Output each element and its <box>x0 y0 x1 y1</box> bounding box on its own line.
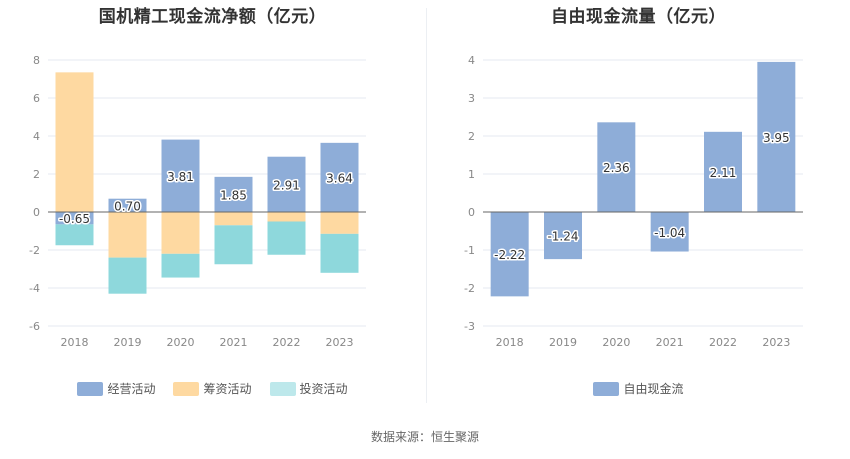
cash-flow-chart-plot: -6 -4 -2 0 2 4 6 8 2018 2019 2020 2021 2022 2023 -0.65… <box>29 54 366 349</box>
panel-divider <box>426 8 427 403</box>
x-tick-label: 2020 <box>167 336 195 349</box>
legend-swatch-financing <box>173 381 200 396</box>
data-label: 3.95 <box>763 131 790 145</box>
bar-operating <box>214 176 253 212</box>
legend-item-investing[interactable]: 投资活动 <box>269 380 348 397</box>
bar-financing <box>214 212 253 226</box>
bar-financing <box>108 212 147 258</box>
x-tick-label: 2018 <box>496 336 524 349</box>
y-tick-label: 0 <box>468 206 475 219</box>
free-cash-flow-legend: 自由现金流 <box>427 380 850 397</box>
x-tick-label: 2023 <box>762 336 790 349</box>
x-tick-label: 2023 <box>326 336 354 349</box>
y-tick-label: -2 <box>29 244 40 257</box>
data-label: 0.70 <box>114 199 141 213</box>
data-label: -1.24 <box>547 230 578 244</box>
data-label: -2.22 <box>494 248 525 262</box>
bar-financing <box>267 212 306 222</box>
x-tick-label: 2021 <box>656 336 684 349</box>
y-tick-label: -3 <box>464 320 475 333</box>
bar-investing <box>214 225 253 265</box>
data-label: 2.11 <box>710 166 737 180</box>
bar-financing <box>161 212 200 254</box>
x-tick-label: 2021 <box>220 336 248 349</box>
x-tick-label: 2018 <box>61 336 89 349</box>
data-label: 1.85 <box>220 188 247 202</box>
data-label: -1.04 <box>654 226 685 240</box>
cash-flow-chart-panel: 国机精工现金流净额（亿元） -6 -4 -2 0 2 4 6 8 2018 2019 2020 202… <box>0 0 425 410</box>
y-tick-label: 1 <box>468 168 475 181</box>
cash-flow-legend: 经营活动 筹资活动 投资活动 <box>0 380 425 397</box>
y-tick-label: 8 <box>33 54 40 67</box>
bar-operating <box>320 142 359 212</box>
x-tick-label: 2019 <box>549 336 577 349</box>
free-cash-flow-chart-plot: -3 -2 -1 0 1 2 3 4 2018 2019 2020 2021 2022 2023 -2.22… <box>464 54 803 349</box>
y-tick-label: 3 <box>468 92 475 105</box>
data-label: 3.64 <box>326 171 353 185</box>
y-tick-label: -2 <box>464 282 475 295</box>
data-label: -0.65 <box>59 212 90 226</box>
legend-item-free-cash-flow[interactable]: 自由现金流 <box>593 380 684 397</box>
legend-swatch-investing <box>269 381 296 396</box>
legend-label-free-cash-flow: 自由现金流 <box>623 382 684 396</box>
bar-operating <box>55 212 94 225</box>
legend-swatch-operating <box>77 381 104 396</box>
bar-operating <box>161 139 200 212</box>
data-label: 3.81 <box>167 170 194 184</box>
bar-investing <box>161 253 200 278</box>
bar-free_cash_flow <box>757 61 796 213</box>
bar-investing <box>320 233 359 273</box>
legend-label-financing: 筹资活动 <box>203 382 252 396</box>
bar-free_cash_flow <box>544 212 582 260</box>
legend-item-financing[interactable]: 筹资活动 <box>173 380 252 397</box>
bar-investing <box>267 221 306 255</box>
bar-investing <box>55 224 94 246</box>
bar-financing <box>55 72 94 212</box>
data-label: 2.36 <box>603 161 630 175</box>
x-tick-label: 2022 <box>709 336 737 349</box>
y-tick-label: 2 <box>468 130 475 143</box>
y-tick-label: 6 <box>33 92 40 105</box>
x-tick-label: 2020 <box>602 336 630 349</box>
cash-flow-chart-title: 国机精工现金流净额（亿元） <box>98 7 327 27</box>
legend-label-investing: 投资活动 <box>299 382 348 396</box>
y-tick-label: -6 <box>29 320 40 333</box>
data-label: 2.91 <box>273 178 300 192</box>
legend-label-operating: 经营活动 <box>107 382 156 396</box>
bar-investing <box>108 257 147 294</box>
bar-free_cash_flow <box>490 212 529 297</box>
x-tick-label: 2022 <box>273 336 301 349</box>
bar-operating <box>267 156 306 212</box>
y-tick-label: -4 <box>29 282 40 295</box>
y-tick-label: 4 <box>468 54 475 67</box>
legend-item-operating[interactable]: 经营活动 <box>77 380 155 397</box>
y-tick-label: 0 <box>33 206 40 219</box>
y-tick-label: -1 <box>464 244 475 257</box>
y-tick-label: 4 <box>33 130 40 143</box>
bar-free_cash_flow <box>650 212 689 252</box>
bar-financing <box>320 212 359 234</box>
x-tick-label: 2019 <box>114 336 142 349</box>
bar-free_cash_flow <box>597 122 636 212</box>
bar-free_cash_flow <box>704 131 742 212</box>
free-cash-flow-chart-panel: 自由现金流量（亿元） -3 -2 -1 0 1 2 3 4 2018 2019 2020 2021 20… <box>427 0 850 410</box>
data-source-note: 数据来源：恒生聚源 <box>370 430 479 444</box>
free-cash-flow-chart-title: 自由现金流量（亿元） <box>551 7 726 27</box>
y-tick-label: 2 <box>33 168 40 181</box>
legend-swatch-free-cash-flow <box>593 381 620 396</box>
bar-operating <box>108 198 147 212</box>
